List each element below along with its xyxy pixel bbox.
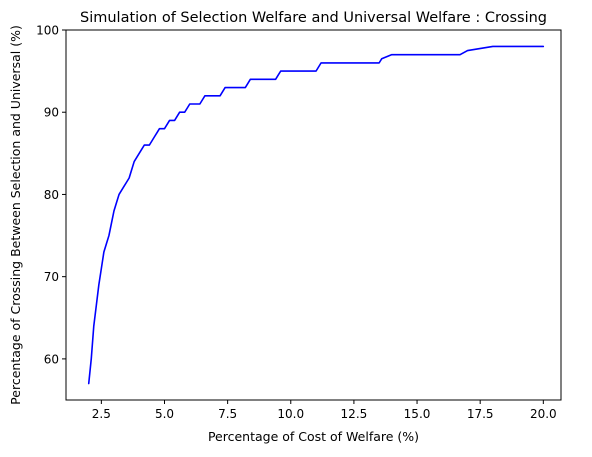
x-tick-label: 2.5 [92, 407, 111, 421]
x-tick-label: 17.5 [467, 407, 494, 421]
x-tick-label: 7.5 [218, 407, 237, 421]
x-axis: 2.5 5.0 7.5 10.0 12.5 15.0 17.5 20.0 [92, 400, 557, 421]
y-tick-label: 100 [36, 24, 59, 38]
y-tick-label: 60 [44, 352, 59, 366]
y-tick-label: 70 [44, 270, 59, 284]
y-axis-label: Percentage of Crossing Between Selection… [8, 25, 23, 405]
plot-frame [65, 29, 562, 401]
y-axis: 60 70 80 90 100 [36, 24, 66, 366]
x-tick-label: 10.0 [277, 407, 304, 421]
x-tick-label: 12.5 [341, 407, 368, 421]
x-tick-label: 20.0 [530, 407, 557, 421]
x-tick-label: 15.0 [404, 407, 431, 421]
x-tick-label: 5.0 [155, 407, 174, 421]
series-line [87, 45, 545, 385]
x-axis-label: Percentage of Cost of Welfare (%) [208, 429, 419, 444]
y-tick-label: 80 [44, 188, 59, 202]
chart-title: Simulation of Selection Welfare and Univ… [80, 10, 547, 26]
y-tick-label: 90 [44, 106, 59, 120]
series-layer [87, 45, 545, 385]
